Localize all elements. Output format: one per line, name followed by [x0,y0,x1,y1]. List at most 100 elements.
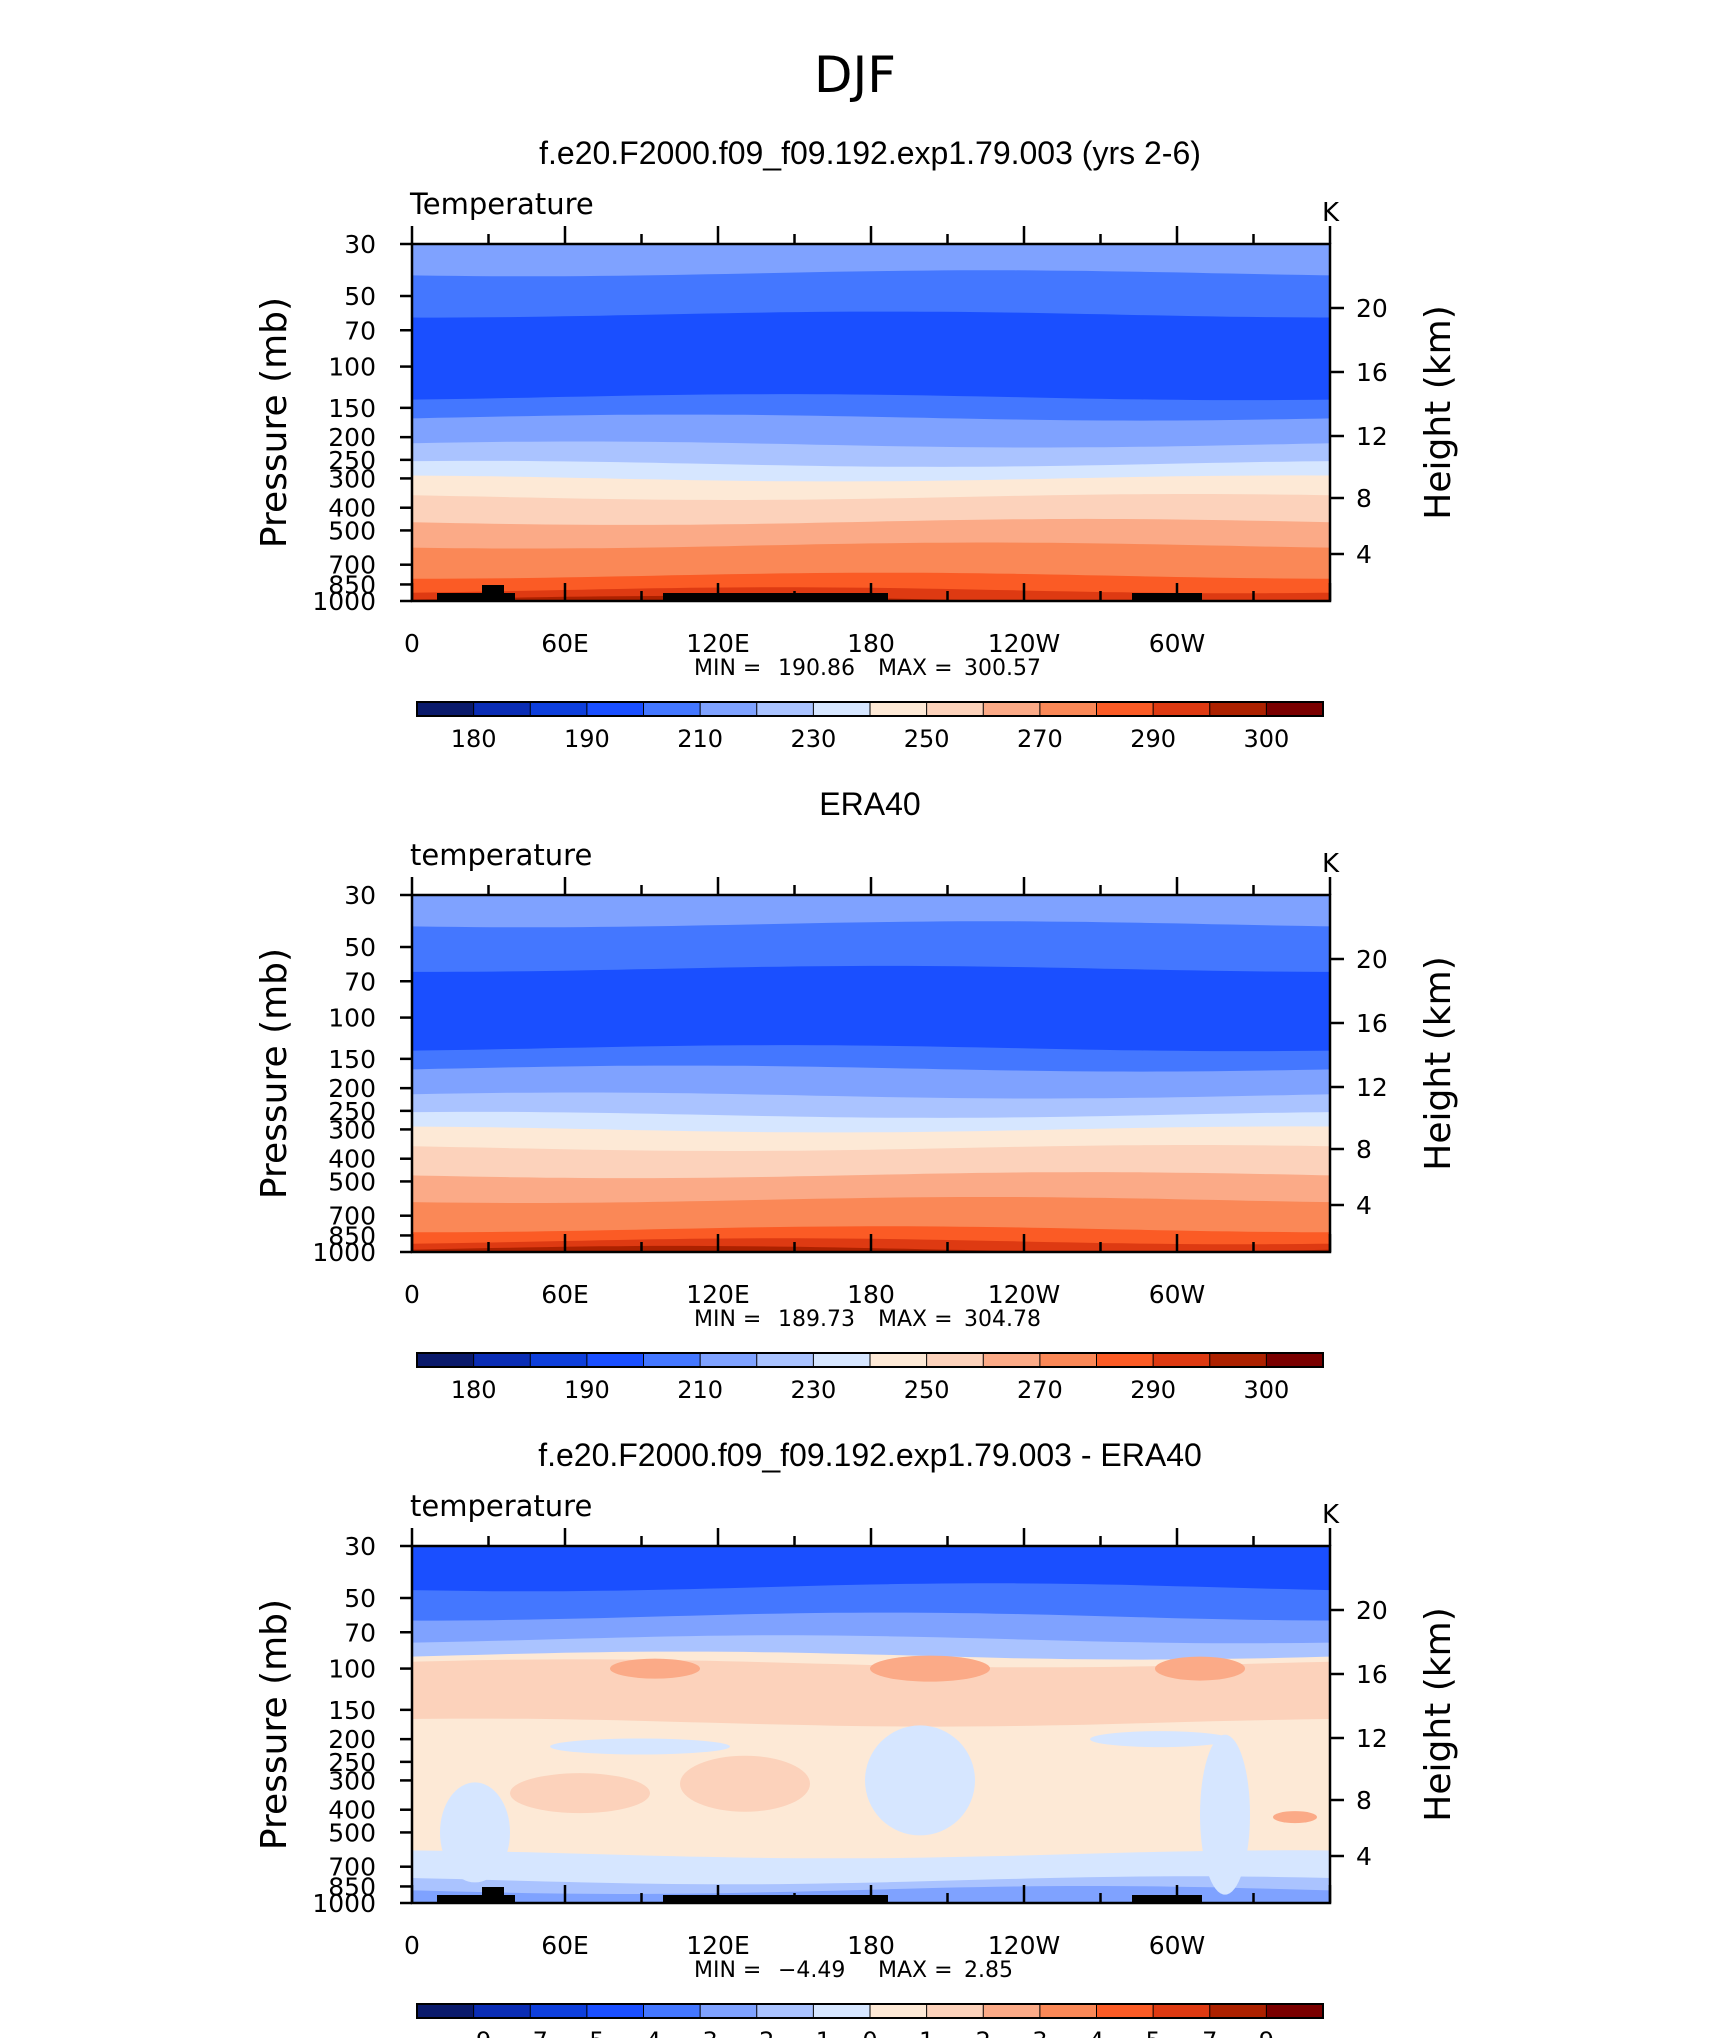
min-label: MIN = [694,656,761,681]
colorbar-swatch [926,701,985,717]
min-value: 190.86 [778,656,855,681]
colorbar-label: −1 [796,2027,831,2038]
colorbar: −9 −7 −5 −4 −3 −2 −1 0 1 2 3 4 5 7 9 [416,2003,1324,2038]
x-tick-label: 60E [541,629,589,658]
y-right-tick-label: 4 [1356,1842,1372,1871]
min-value: 189.73 [778,1307,855,1332]
colorbar-swatch [869,701,928,717]
colorbar-swatch [982,2003,1041,2019]
y-tick-label: 100 [328,353,376,382]
units-label: K [1322,1500,1340,1530]
y-tick-label: 300 [328,1766,376,1795]
colorbar-swatch [1096,2003,1155,2019]
x-tick-label: 180 [847,629,895,658]
colorbar-frame [416,701,1324,717]
x-tick-label: 60W [1149,1280,1206,1309]
contour-field [412,244,1330,601]
y-axis-title: Pressure (mb) [254,1599,295,1850]
y-tick-label: 150 [328,394,376,423]
y-tick-label: 70 [344,1618,376,1647]
contour-region [865,1725,975,1836]
y-right-axis-title: Height (km) [1418,956,1459,1170]
y-tick-label: 1000 [312,587,376,616]
colorbar-frame [416,1352,1324,1368]
land-mask [437,585,1202,601]
colorbar-label: 0 [862,2027,877,2038]
colorbar-label: 4 [1089,2027,1104,2038]
colorbar-swatch [926,1352,985,1368]
colorbar-swatch [473,701,532,717]
y-right-tick-label: 8 [1356,1135,1372,1164]
colorbar-swatch [699,1352,758,1368]
colorbar-label: 180 [451,725,497,753]
land-block [437,1895,515,1903]
colorbar-swatch [812,701,871,717]
colorbar-swatch [1096,1352,1155,1368]
contour-region [610,1658,700,1679]
variable-label: temperature [410,1489,592,1523]
colorbar-swatch [699,2003,758,2019]
land-block [1132,1895,1202,1903]
y-tick-label: 850 [328,570,376,599]
y-tick-label: 100 [328,1655,376,1684]
colorbar-swatch [756,2003,815,2019]
y-axis-title: Pressure (mb) [254,297,295,548]
y-right-tick-label: 16 [1356,358,1388,387]
x-tick-label: 60E [541,1931,589,1960]
y-tick-label: 400 [328,1145,376,1174]
contour-region [1200,1734,1250,1895]
colorbar-swatch [1096,701,1155,717]
y-tick-label: 150 [328,1696,376,1725]
colorbar-swatch [1152,1352,1211,1368]
y-right-tick-label: 12 [1356,422,1388,451]
y-right-tick-label: 4 [1356,540,1372,569]
colorbar-swatch [529,1352,588,1368]
y-tick-label: 850 [328,1872,376,1901]
contour-region [1155,1656,1245,1681]
x-tick-label: 180 [847,1280,895,1309]
y-tick-label: 70 [344,967,376,996]
y-tick-label: 500 [328,1167,376,1196]
x-tick-label: 120W [988,629,1060,658]
colorbar-label: 290 [1130,725,1176,753]
panel-title: ERA40 [819,786,920,822]
colorbar-label: 210 [677,1376,723,1404]
y-tick-label: 30 [344,1532,376,1561]
panel-title: f.e20.F2000.f09_f09.192.exp1.79.003 (yrs… [539,135,1201,171]
land-block [663,1895,888,1903]
x-tick-label: 120E [686,629,750,658]
colorbar-swatch [1039,2003,1098,2019]
y-tick-label: 850 [328,1221,376,1250]
colorbar-label: 300 [1243,1376,1289,1404]
x-tick-label: 60E [541,1280,589,1309]
land-block [482,1887,504,1897]
land-block [663,593,888,601]
land-mask [437,1887,1202,1903]
colorbar-label: 300 [1243,725,1289,753]
variable-label: temperature [410,838,592,872]
contour-region [680,1755,810,1812]
colorbar-label: 7 [1202,2027,1217,2038]
colorbar-frame [416,2003,1324,2019]
colorbar-swatch [529,701,588,717]
y-tick-label: 30 [344,881,376,910]
colorbar-swatch [416,701,475,717]
y-right-axis-title: Height (km) [1418,1607,1459,1821]
contour-region [870,1655,990,1682]
y-tick-label: 30 [344,230,376,259]
y-tick-label: 250 [328,1748,376,1777]
y-tick-label: 150 [328,1045,376,1074]
y-tick-label: 50 [344,282,376,311]
x-tick-label: 60W [1149,1931,1206,1960]
y-tick-label: 700 [328,551,376,580]
y-tick-label: 500 [328,1818,376,1847]
colorbar-swatch [926,2003,985,2019]
y-tick-label: 1000 [312,1238,376,1267]
y-tick-label: 200 [328,1074,376,1103]
colorbar-swatch [529,2003,588,2019]
x-tick-label: 0 [404,629,420,658]
colorbar: 180 190 210 230 250 270 290 300 [416,1352,1324,1404]
panel-3: f.e20.F2000.f09_f09.192.exp1.79.003 - ER… [254,1437,1459,2038]
y-tick-label: 400 [328,494,376,523]
panel-2: ERA40 temperature K 0 60E 120E 180 120W 60W 30 50 7… [254,786,1459,1404]
